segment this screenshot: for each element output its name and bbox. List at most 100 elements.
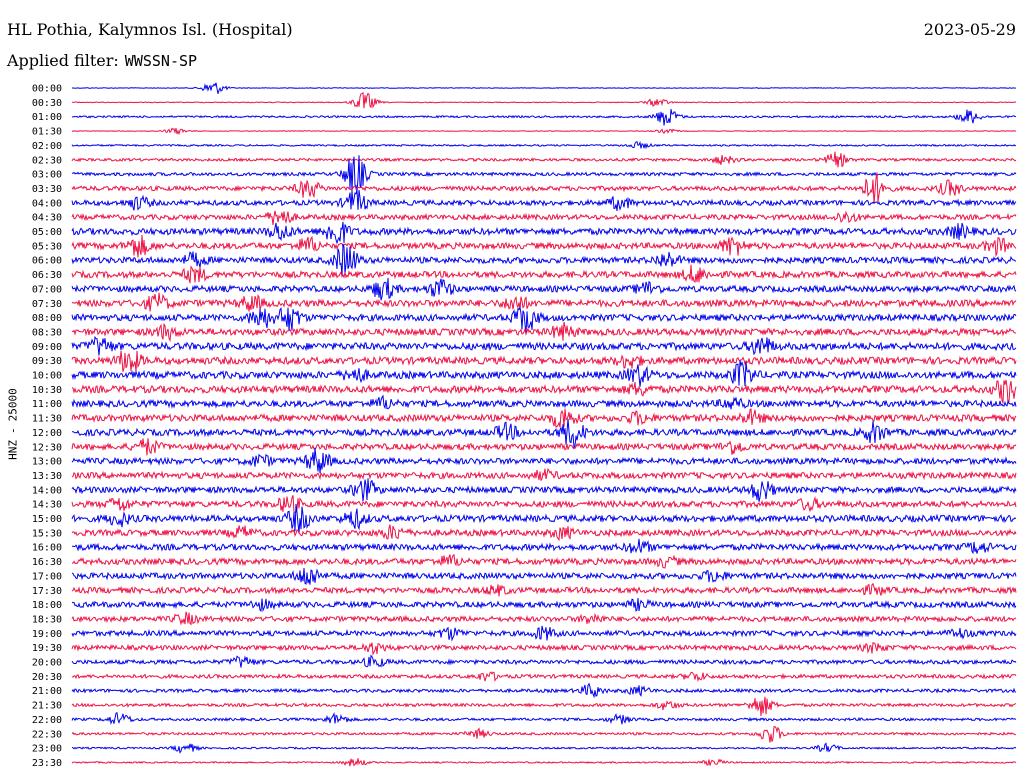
hour-label: 12:30 <box>32 442 62 453</box>
trace-row <box>71 418 1017 450</box>
hour-label: 14:00 <box>32 485 62 496</box>
hour-label: 04:00 <box>32 198 62 209</box>
trace-row <box>71 758 1017 767</box>
hour-label: 11:30 <box>32 414 62 425</box>
trace-row <box>71 243 1017 276</box>
trace-row <box>71 553 1017 569</box>
hour-label: 18:00 <box>32 600 62 611</box>
trace-row <box>71 582 1017 597</box>
hour-label: 05:00 <box>32 227 62 238</box>
trace-row <box>71 321 1017 343</box>
hour-label: 10:30 <box>32 385 62 396</box>
hour-label: 16:30 <box>32 557 62 568</box>
hour-label: 23:00 <box>32 744 62 755</box>
hour-label: 16:00 <box>32 543 62 554</box>
trace-row <box>71 742 1017 754</box>
hour-label: 11:00 <box>32 399 62 410</box>
trace-row <box>71 277 1017 301</box>
trace-row <box>71 264 1017 284</box>
hour-label: 21:00 <box>32 686 62 697</box>
trace-row <box>71 379 1017 405</box>
trace-row <box>71 567 1017 585</box>
trace-row <box>71 210 1017 226</box>
hour-label: 10:00 <box>32 371 62 382</box>
trace-row <box>71 478 1017 502</box>
trace-row <box>72 538 1017 555</box>
trace-row <box>71 127 1017 136</box>
trace-row <box>71 447 1017 474</box>
hour-label: 09:00 <box>32 342 62 353</box>
hour-label: 06:30 <box>32 270 62 281</box>
hour-label: 05:30 <box>32 241 62 252</box>
trace-row <box>71 408 1017 428</box>
hour-label: 21:30 <box>32 701 62 712</box>
hour-label: 07:00 <box>32 284 62 295</box>
trace-row <box>71 155 1017 192</box>
hour-label: 15:30 <box>32 528 62 539</box>
trace-row <box>71 503 1017 534</box>
hour-label: 14:30 <box>32 500 62 511</box>
trace-row <box>71 189 1017 211</box>
trace-row <box>71 641 1017 656</box>
hour-label: 20:30 <box>32 672 62 683</box>
filter-value: WWSSN-SP <box>124 52 198 70</box>
hour-label: 20:00 <box>32 658 62 669</box>
hour-label: 03:30 <box>32 184 62 195</box>
trace-row <box>71 140 1017 150</box>
trace-row <box>71 495 1017 513</box>
trace-row <box>71 682 1017 699</box>
hour-label: 15:00 <box>32 514 62 525</box>
station-title: HL Pothia, Kalymnos Isl. (Hospital) <box>7 20 293 39</box>
record-date: 2023-05-29 <box>923 20 1016 39</box>
hour-label: 01:30 <box>32 127 62 138</box>
trace-row <box>71 151 1017 168</box>
hour-label: 06:00 <box>32 256 62 267</box>
hour-label: 13:00 <box>32 457 62 468</box>
trace-row <box>71 625 1017 642</box>
hour-label: 17:00 <box>32 571 62 582</box>
hour-label: 08:30 <box>32 327 62 338</box>
hour-label: 00:00 <box>32 84 62 95</box>
hour-label: 02:30 <box>32 155 62 166</box>
filter-label: Applied filter: <box>7 51 119 70</box>
hour-label: 01:00 <box>32 112 62 123</box>
trace-row <box>71 306 1017 335</box>
hour-label: 00:30 <box>32 98 62 109</box>
hour-label: 23:30 <box>32 758 62 769</box>
hour-label: 09:30 <box>32 356 62 367</box>
hour-label: 08:00 <box>32 313 62 324</box>
hour-label: 04:30 <box>32 213 62 224</box>
trace-row <box>71 654 1017 668</box>
trace-row <box>71 711 1017 726</box>
hour-label: 22:00 <box>32 715 62 726</box>
trace-row <box>71 726 1017 743</box>
trace-row <box>71 292 1017 312</box>
filter-info: Applied filter: WWSSN-SP <box>7 51 197 70</box>
trace-row <box>71 467 1017 482</box>
trace-row <box>71 524 1017 542</box>
trace-row <box>71 221 1017 245</box>
trace-row <box>71 696 1017 717</box>
hour-label: 07:30 <box>32 299 62 310</box>
hour-label: 19:30 <box>32 643 62 654</box>
trace-row <box>71 438 1017 456</box>
hour-label: 13:30 <box>32 471 62 482</box>
trace-row <box>71 109 1017 126</box>
trace-row <box>71 350 1017 372</box>
hour-label: 02:00 <box>32 141 62 152</box>
hour-label: 18:30 <box>32 614 62 625</box>
trace-row <box>71 598 1017 613</box>
trace-row <box>71 360 1017 387</box>
trace-row <box>71 172 1017 205</box>
hour-label: 12:00 <box>32 428 62 439</box>
hour-label: 03:00 <box>32 170 62 181</box>
trace-row <box>71 671 1017 683</box>
trace-row <box>71 82 1017 94</box>
trace-row <box>71 335 1017 356</box>
trace-row <box>71 234 1017 258</box>
hour-label: 17:30 <box>32 586 62 597</box>
trace-row <box>71 394 1017 410</box>
trace-row <box>71 91 1016 109</box>
trace-row <box>71 611 1017 626</box>
